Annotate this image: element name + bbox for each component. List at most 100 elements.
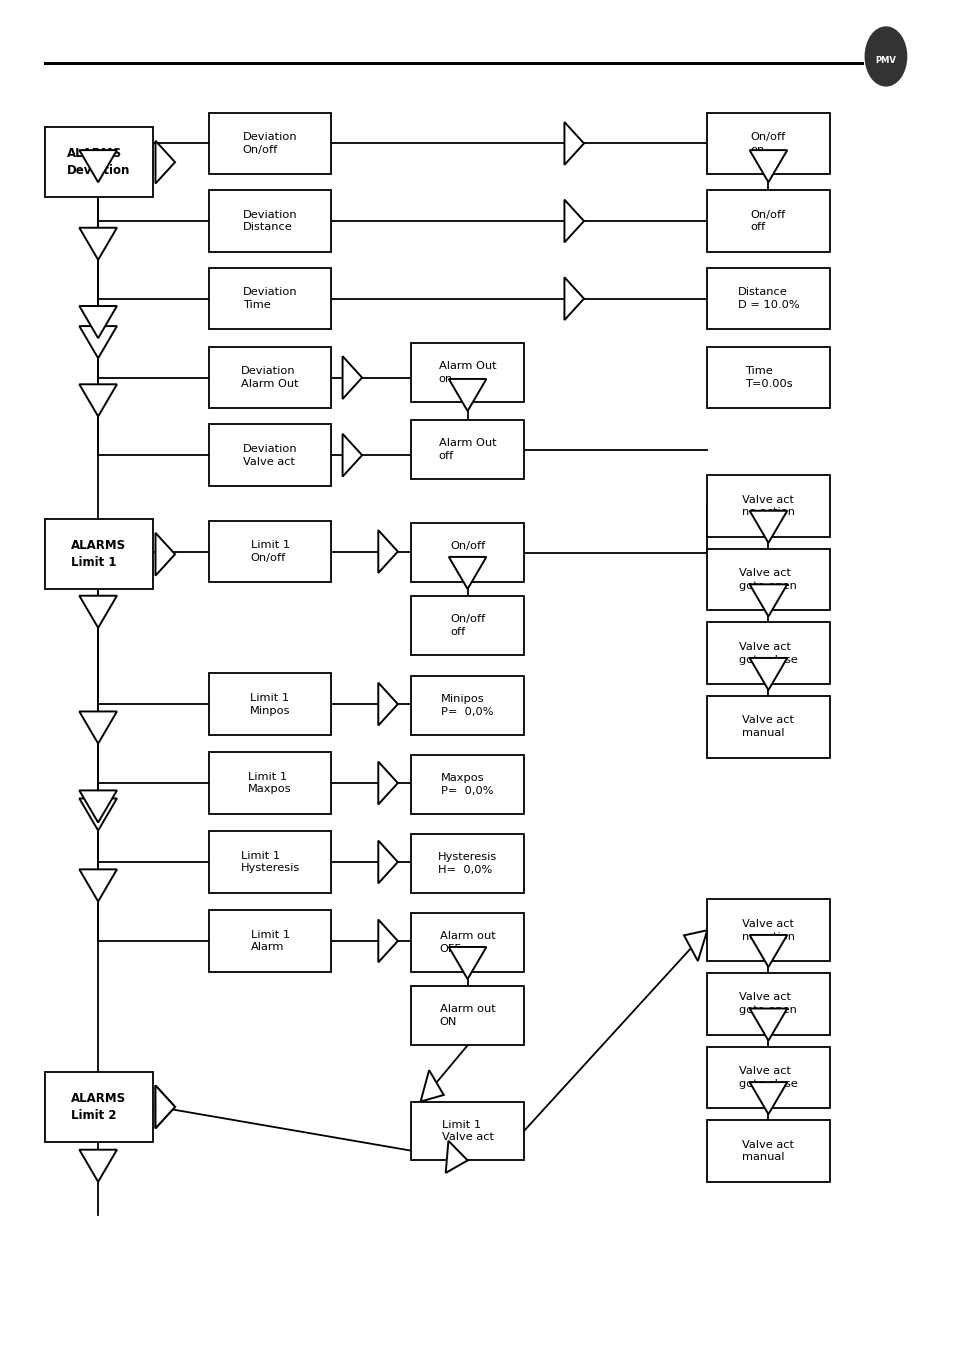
Polygon shape <box>79 150 117 183</box>
FancyBboxPatch shape <box>411 754 523 814</box>
Polygon shape <box>79 596 117 627</box>
Polygon shape <box>683 930 706 961</box>
Text: ALARMS
Limit 2: ALARMS Limit 2 <box>71 1092 126 1122</box>
Polygon shape <box>342 434 362 477</box>
FancyBboxPatch shape <box>45 127 152 197</box>
Polygon shape <box>564 122 583 165</box>
Polygon shape <box>749 658 786 690</box>
FancyBboxPatch shape <box>411 913 523 972</box>
Text: On/off
off: On/off off <box>450 614 485 637</box>
Polygon shape <box>749 584 786 617</box>
Polygon shape <box>79 384 117 416</box>
Polygon shape <box>79 711 117 744</box>
FancyBboxPatch shape <box>209 191 331 251</box>
Text: Limit 1
On/off: Limit 1 On/off <box>251 541 290 562</box>
Polygon shape <box>378 761 397 804</box>
Text: Valve act
no action: Valve act no action <box>741 495 794 518</box>
Text: PMV: PMV <box>875 55 896 65</box>
Text: Limit 1
Minpos: Limit 1 Minpos <box>250 692 290 715</box>
FancyBboxPatch shape <box>411 987 523 1045</box>
FancyBboxPatch shape <box>209 831 331 892</box>
Text: Valve act
goto open: Valve act goto open <box>739 568 797 591</box>
Text: Alarm Out
on: Alarm Out on <box>438 361 496 384</box>
FancyBboxPatch shape <box>209 910 331 972</box>
Text: On/off
on: On/off on <box>750 132 785 155</box>
Text: Deviation
Alarm Out: Deviation Alarm Out <box>241 366 298 389</box>
FancyBboxPatch shape <box>706 268 829 330</box>
FancyBboxPatch shape <box>209 268 331 330</box>
FancyBboxPatch shape <box>411 676 523 735</box>
FancyBboxPatch shape <box>45 1072 152 1141</box>
FancyBboxPatch shape <box>209 425 331 485</box>
FancyBboxPatch shape <box>411 523 523 583</box>
Polygon shape <box>420 1071 443 1102</box>
Text: Minipos
P=  0,0%: Minipos P= 0,0% <box>441 694 494 717</box>
Text: Deviation
Time: Deviation Time <box>243 287 297 310</box>
FancyBboxPatch shape <box>45 519 152 589</box>
FancyBboxPatch shape <box>209 752 331 814</box>
Text: Deviation
Valve act: Deviation Valve act <box>243 443 297 466</box>
Text: Deviation
On/off: Deviation On/off <box>243 132 297 155</box>
Text: On/off
on: On/off on <box>450 542 485 564</box>
Text: Distance
D = 10.0%: Distance D = 10.0% <box>737 287 799 310</box>
FancyBboxPatch shape <box>411 834 523 892</box>
FancyBboxPatch shape <box>209 347 331 408</box>
Polygon shape <box>79 799 117 830</box>
Polygon shape <box>378 919 397 963</box>
Polygon shape <box>79 869 117 902</box>
Polygon shape <box>448 557 486 589</box>
Polygon shape <box>378 841 397 883</box>
Text: Deviation
Distance: Deviation Distance <box>243 210 297 233</box>
FancyBboxPatch shape <box>209 112 331 174</box>
Polygon shape <box>378 683 397 726</box>
Text: Valve act
goto close: Valve act goto close <box>739 642 797 665</box>
Text: Time
T=0.00s: Time T=0.00s <box>744 366 791 389</box>
Polygon shape <box>564 200 583 242</box>
Polygon shape <box>79 306 117 338</box>
FancyBboxPatch shape <box>209 521 331 583</box>
Text: Valve act
manual: Valve act manual <box>741 1140 794 1163</box>
FancyBboxPatch shape <box>706 347 829 408</box>
Polygon shape <box>749 1082 786 1114</box>
FancyBboxPatch shape <box>411 1102 523 1160</box>
FancyBboxPatch shape <box>706 112 829 174</box>
Polygon shape <box>155 533 174 576</box>
Text: On/off
off: On/off off <box>750 210 785 233</box>
Text: Limit 1
Maxpos: Limit 1 Maxpos <box>248 772 292 795</box>
FancyBboxPatch shape <box>706 899 829 961</box>
Polygon shape <box>448 379 486 411</box>
Text: Limit 1
Valve act: Limit 1 Valve act <box>441 1119 493 1142</box>
Text: Limit 1
Alarm: Limit 1 Alarm <box>251 930 290 952</box>
FancyBboxPatch shape <box>706 973 829 1034</box>
Polygon shape <box>155 1086 174 1129</box>
Text: Valve act
manual: Valve act manual <box>741 715 794 738</box>
Polygon shape <box>79 326 117 358</box>
FancyBboxPatch shape <box>706 622 829 684</box>
Text: ALARMS
Limit 1: ALARMS Limit 1 <box>71 539 126 569</box>
FancyBboxPatch shape <box>209 673 331 735</box>
Circle shape <box>864 27 905 87</box>
Polygon shape <box>749 936 786 967</box>
Text: Alarm out
ON: Alarm out ON <box>439 1005 495 1028</box>
Polygon shape <box>378 530 397 573</box>
Polygon shape <box>155 141 174 184</box>
Text: Valve act
goto close: Valve act goto close <box>739 1065 797 1088</box>
Text: Limit 1
Hysteresis: Limit 1 Hysteresis <box>240 850 299 873</box>
FancyBboxPatch shape <box>411 596 523 654</box>
Polygon shape <box>749 150 786 183</box>
Polygon shape <box>749 511 786 544</box>
Polygon shape <box>342 356 362 399</box>
Polygon shape <box>749 1009 786 1041</box>
FancyBboxPatch shape <box>411 343 523 402</box>
FancyBboxPatch shape <box>706 1046 829 1109</box>
Text: Valve act
no action: Valve act no action <box>741 919 794 941</box>
Polygon shape <box>79 791 117 822</box>
FancyBboxPatch shape <box>706 191 829 251</box>
FancyBboxPatch shape <box>706 696 829 757</box>
Text: Alarm out
OFF: Alarm out OFF <box>439 932 495 953</box>
Text: Maxpos
P=  0,0%: Maxpos P= 0,0% <box>441 773 494 796</box>
Polygon shape <box>79 227 117 260</box>
Polygon shape <box>448 946 486 979</box>
Polygon shape <box>155 1086 174 1129</box>
Text: ALARMS
Deviation: ALARMS Deviation <box>67 147 131 177</box>
